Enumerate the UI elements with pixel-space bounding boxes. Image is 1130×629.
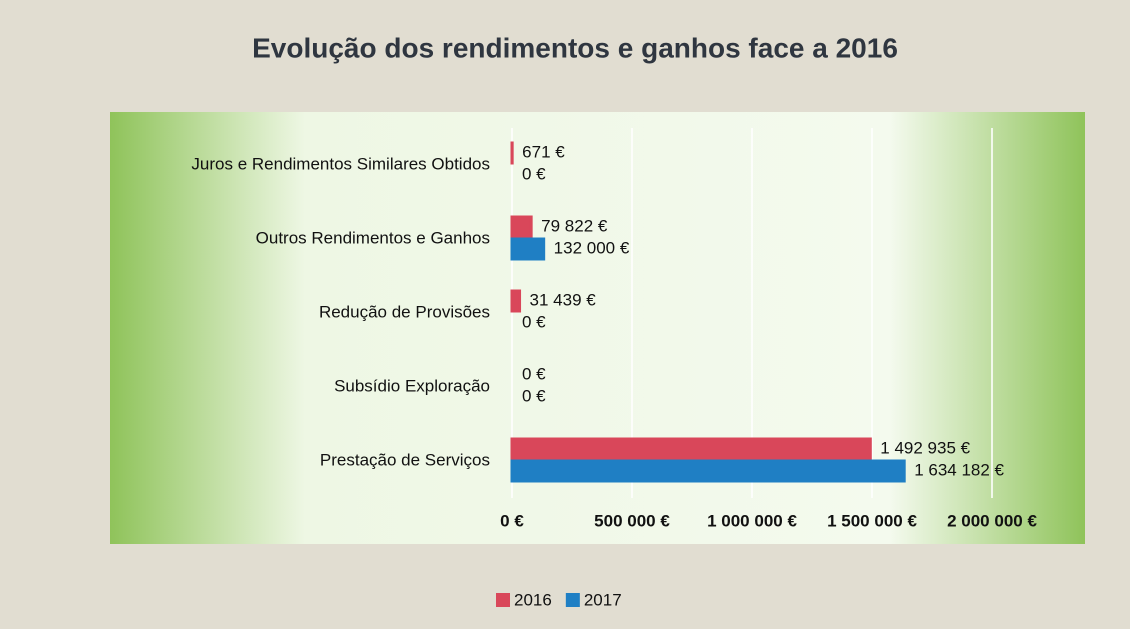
bar (510, 237, 546, 261)
y-tick-label: Prestação de Serviços (320, 450, 490, 469)
data-label: 1 492 935 € (880, 438, 970, 457)
data-label: 132 000 € (554, 238, 630, 257)
x-tick-label: 2 000 000 € (947, 511, 1037, 530)
data-label: 0 € (522, 364, 546, 383)
data-label: 0 € (522, 386, 546, 405)
y-tick-label: Subsídio Exploração (334, 376, 490, 395)
x-tick-label: 1 500 000 € (827, 511, 917, 530)
x-tick-label: 500 000 € (594, 511, 670, 530)
data-label: 31 439 € (530, 290, 597, 309)
legend-label: 2017 (584, 590, 622, 609)
y-tick-label: Redução de Provisões (319, 302, 490, 321)
data-label: 1 634 182 € (914, 460, 1004, 479)
legend-label: 2016 (514, 590, 552, 609)
y-tick-label: Juros e Rendimentos Similares Obtidos (191, 154, 490, 173)
legend-swatch (565, 593, 580, 607)
data-label: 671 € (522, 142, 565, 161)
data-label: 0 € (522, 164, 546, 183)
bar (510, 215, 533, 239)
bar (510, 437, 872, 461)
chart-title: Evolução dos rendimentos e ganhos face a… (252, 32, 898, 63)
data-label: 79 822 € (541, 216, 608, 235)
legend-swatch (496, 593, 510, 607)
y-tick-label: Outros Rendimentos e Ganhos (256, 228, 490, 247)
bar (510, 289, 522, 313)
x-tick-label: 0 € (500, 511, 524, 530)
data-label: 0 € (522, 312, 546, 331)
bar (510, 459, 906, 483)
x-tick-label: 1 000 000 € (707, 511, 797, 530)
